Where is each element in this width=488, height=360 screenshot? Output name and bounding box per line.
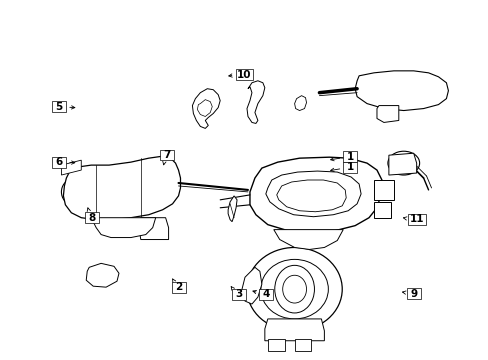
Polygon shape xyxy=(228,196,237,222)
Bar xyxy=(160,149,173,161)
Polygon shape xyxy=(139,218,168,239)
Text: 3: 3 xyxy=(235,289,242,299)
Bar xyxy=(52,157,66,168)
Polygon shape xyxy=(354,71,447,111)
Bar xyxy=(343,162,357,173)
Bar xyxy=(235,69,253,80)
Text: 7: 7 xyxy=(163,150,170,160)
Polygon shape xyxy=(276,180,346,212)
Polygon shape xyxy=(373,180,393,200)
Text: 5: 5 xyxy=(56,102,62,112)
Polygon shape xyxy=(373,202,390,218)
Polygon shape xyxy=(249,157,381,233)
Polygon shape xyxy=(63,156,180,220)
Bar xyxy=(231,289,245,300)
Polygon shape xyxy=(294,96,306,111)
Text: 6: 6 xyxy=(56,157,62,167)
Polygon shape xyxy=(86,264,119,287)
Bar xyxy=(407,214,425,225)
Polygon shape xyxy=(197,100,212,117)
Text: 2: 2 xyxy=(175,282,182,292)
Polygon shape xyxy=(264,319,324,341)
Text: 1: 1 xyxy=(346,152,353,162)
Polygon shape xyxy=(192,89,220,129)
Bar xyxy=(52,101,66,112)
Bar xyxy=(84,212,99,223)
Polygon shape xyxy=(242,267,262,304)
Polygon shape xyxy=(376,105,398,122)
Bar xyxy=(343,151,357,162)
Polygon shape xyxy=(91,218,155,238)
Text: 9: 9 xyxy=(410,289,417,298)
Polygon shape xyxy=(265,171,360,217)
Polygon shape xyxy=(61,160,81,175)
Bar xyxy=(259,289,273,300)
Text: 8: 8 xyxy=(88,212,95,222)
Bar xyxy=(407,288,421,299)
Polygon shape xyxy=(273,230,343,249)
Text: 10: 10 xyxy=(237,69,251,80)
Polygon shape xyxy=(246,81,264,123)
Text: 11: 11 xyxy=(408,214,423,224)
Polygon shape xyxy=(388,153,416,175)
Text: 1: 1 xyxy=(346,162,353,172)
Polygon shape xyxy=(267,339,284,351)
Bar xyxy=(172,282,185,293)
Polygon shape xyxy=(294,339,311,351)
Text: 4: 4 xyxy=(262,289,269,299)
